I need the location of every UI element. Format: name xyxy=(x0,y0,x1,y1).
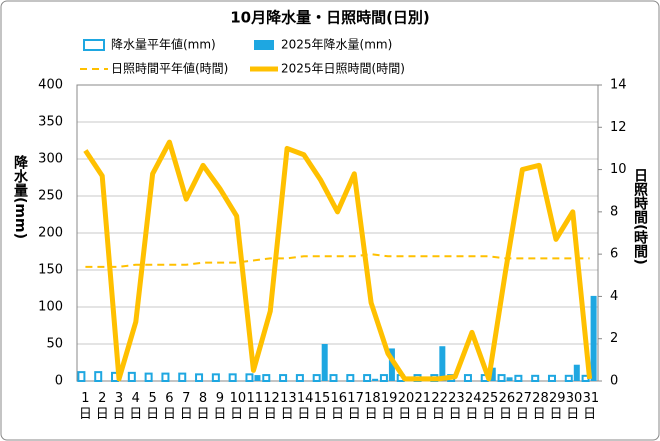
y2-tick-label: 2 xyxy=(610,331,618,346)
x-tick-label: 24日 xyxy=(464,391,482,422)
x-tick-label: 21日 xyxy=(414,391,432,422)
x-tick-label: 12日 xyxy=(263,391,280,422)
y-tick-label: 400 xyxy=(38,78,63,93)
y-tick-label: 250 xyxy=(38,189,63,204)
x-tick-label: 14日 xyxy=(296,391,314,422)
bar xyxy=(94,371,103,382)
y2-tick-label: 14 xyxy=(610,78,627,93)
y2-tick-label: 0 xyxy=(610,374,618,389)
x-tick-label: 9日 xyxy=(213,391,227,422)
x-tick-label: 8日 xyxy=(196,391,210,422)
legend-label: 2025年日照時間(時間) xyxy=(281,62,405,76)
bar xyxy=(228,373,237,382)
y-tick-label: 350 xyxy=(38,115,63,130)
x-tick-label: 18日 xyxy=(364,391,381,422)
y2-tick-label: 6 xyxy=(610,247,618,262)
bar xyxy=(564,374,573,383)
x-tick-label: 15日 xyxy=(313,391,331,422)
x-tick-label: 26日 xyxy=(498,391,516,422)
x-tick-label: 29日 xyxy=(548,391,566,422)
x-tick-label: 17日 xyxy=(347,391,364,422)
bar xyxy=(144,372,153,383)
y2-tick-label: 12 xyxy=(610,120,627,135)
x-tick-label: 28日 xyxy=(532,391,549,422)
y2-tick-label: 10 xyxy=(610,162,627,177)
x-tick-label: 16日 xyxy=(330,391,348,422)
x-tick-label: 2日 xyxy=(95,391,109,422)
x-tick-label: 11日 xyxy=(246,391,263,422)
x-tick-label: 23日 xyxy=(448,391,465,422)
x-tick-label: 4日 xyxy=(129,391,143,422)
bar xyxy=(514,374,523,383)
bar xyxy=(547,374,556,383)
y-tick-label: 100 xyxy=(38,300,63,315)
x-tick-label: 13日 xyxy=(280,391,297,422)
legend-swatch xyxy=(83,39,105,51)
y-tick-label: 200 xyxy=(38,226,63,241)
bar xyxy=(506,377,513,381)
bar xyxy=(531,374,540,383)
x-tick-label: 19日 xyxy=(380,391,398,422)
bar xyxy=(262,374,271,382)
x-tick-label: 20日 xyxy=(397,391,415,422)
bar xyxy=(161,372,170,383)
x-tick-label: 3日 xyxy=(112,391,126,422)
y2-tick-label: 4 xyxy=(610,289,618,304)
x-tick-label: 1日 xyxy=(78,391,92,422)
y-tick-label: 300 xyxy=(38,152,63,167)
bar xyxy=(590,295,597,381)
bar xyxy=(372,378,379,381)
bar xyxy=(77,371,86,382)
y2-axis-title: 日照時間(時間) xyxy=(632,168,648,265)
y-tick-label: 0 xyxy=(55,374,63,389)
legend-label: 日照時間平年値(時間) xyxy=(111,61,228,76)
x-tick-label: 10日 xyxy=(229,391,247,422)
bar xyxy=(312,374,321,382)
y-tick-label: 150 xyxy=(38,263,63,278)
bar xyxy=(127,371,136,382)
line xyxy=(83,139,593,382)
x-tick-label: 6日 xyxy=(162,391,176,422)
bar xyxy=(489,367,496,381)
bar xyxy=(363,374,372,382)
bar xyxy=(295,374,304,382)
x-tick-label: 27日 xyxy=(515,391,532,422)
x-tick-label: 22日 xyxy=(431,391,448,422)
x-tick-label: 31日 xyxy=(582,391,600,422)
bar xyxy=(245,373,254,382)
x-tick-label: 25日 xyxy=(481,391,499,422)
y-tick-label: 50 xyxy=(46,337,63,352)
y-axis-title: 降水量(mm) xyxy=(12,155,28,239)
legend-label: 2025年降水量(mm) xyxy=(281,38,392,52)
bar xyxy=(379,374,388,382)
bar xyxy=(329,374,338,382)
x-tick-label: 5日 xyxy=(146,391,160,422)
bar xyxy=(388,348,395,381)
bar xyxy=(178,372,187,383)
bar xyxy=(439,346,446,381)
bar xyxy=(195,373,204,382)
bar xyxy=(279,374,288,382)
bar xyxy=(211,373,220,382)
bar xyxy=(346,374,355,382)
bar xyxy=(321,344,328,381)
bar xyxy=(497,374,506,382)
legend-label: 降水量平年値(mm) xyxy=(111,37,216,52)
bar xyxy=(254,375,261,381)
chart-title: 10月降水量・日照時間(日別) xyxy=(230,9,430,27)
x-tick-label: 7日 xyxy=(179,391,193,422)
x-tick-label: 30日 xyxy=(565,391,583,422)
bar xyxy=(463,374,472,382)
bar xyxy=(573,364,580,381)
y2-tick-label: 8 xyxy=(610,204,618,219)
legend-swatch xyxy=(254,40,274,50)
